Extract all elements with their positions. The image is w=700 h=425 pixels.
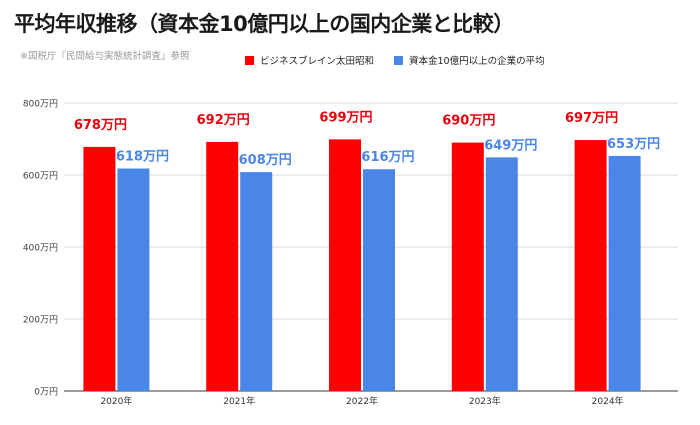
y-tick-label: 0万円	[34, 387, 58, 398]
legend: ビジネスブレイン太田昭和 資本金10億円以上の企業の平均	[245, 53, 545, 67]
legend-swatch-series-2	[394, 55, 404, 65]
chart-title: 平均年収推移（資本金10億円以上の国内企業と比較）	[14, 12, 514, 36]
x-tick-label: 2024年	[592, 395, 624, 407]
bar-2	[117, 168, 150, 391]
data-label-2: 653万円	[607, 137, 660, 152]
x-tick-label: 2023年	[469, 395, 501, 407]
data-label-2: 616万円	[361, 150, 414, 165]
y-tick-label: 200万円	[23, 315, 58, 326]
data-label-1: 697万円	[565, 111, 618, 126]
legend-item-series-2: 資本金10億円以上の企業の平均	[394, 53, 545, 67]
data-label-2: 649万円	[484, 138, 537, 153]
bar-1	[83, 146, 116, 391]
bar-1	[574, 140, 607, 391]
x-tick-label: 2021年	[223, 395, 255, 407]
bar-1	[451, 142, 484, 391]
bar-2	[240, 172, 273, 391]
y-tick-label: 600万円	[23, 171, 58, 182]
data-label-1: 692万円	[197, 113, 250, 128]
y-tick-label: 800万円	[23, 99, 58, 110]
legend-label-series-1: ビジネスブレイン太田昭和	[260, 56, 375, 67]
bar-2	[608, 155, 641, 391]
data-label-1: 699万円	[319, 110, 372, 125]
data-label-1: 678万円	[74, 118, 127, 133]
y-tick-label: 400万円	[23, 243, 58, 254]
data-label-2: 608万円	[239, 153, 292, 168]
legend-label-series-2: 資本金10億円以上の企業の平均	[409, 56, 545, 67]
legend-item-series-1: ビジネスブレイン太田昭和	[245, 53, 374, 67]
source-note: ※国税庁『民間給与実態統計調査』参照	[20, 51, 190, 62]
data-label-1: 690万円	[442, 114, 495, 129]
bar-1	[329, 139, 361, 391]
x-tick-label: 2022年	[346, 395, 378, 407]
data-label-2: 618万円	[116, 150, 169, 165]
bar-2	[363, 169, 395, 391]
bar-2	[485, 157, 518, 391]
bar-1	[206, 141, 239, 391]
legend-swatch-series-1	[245, 55, 254, 65]
x-tick-label: 2020年	[100, 395, 132, 407]
